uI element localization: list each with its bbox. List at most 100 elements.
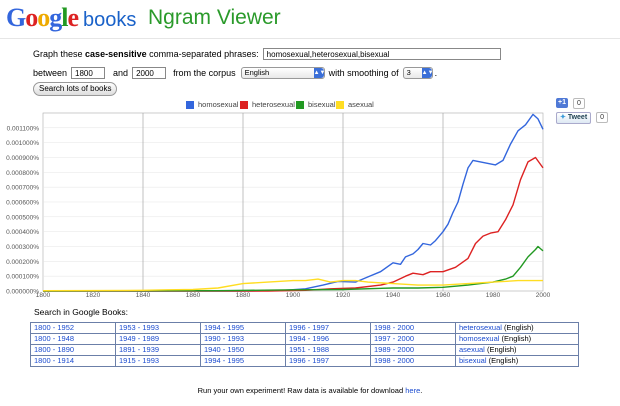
select-arrows-icon: ▲▼ [313, 68, 326, 78]
search-lots-of-books-button[interactable]: Search lots of books [33, 82, 118, 96]
y-tick-label: 0.000100% [6, 274, 39, 281]
tweet-button-label: Tweet [567, 114, 588, 121]
select-arrows-icon: ▲▼ [421, 68, 434, 78]
google-plus-count: 0 [572, 98, 585, 109]
phrases-label-bold: case-sensitive [85, 49, 147, 59]
year-range-link[interactable]: 1996 - 1997 [289, 323, 330, 332]
app-title: Ngram Viewer [148, 6, 281, 29]
phrases-row: Graph these case-sensitive comma-separat… [33, 48, 501, 60]
year-range-link[interactable]: 1997 - 2000 [374, 334, 415, 343]
phrases-input[interactable]: homosexual,heterosexual,bisexual [262, 48, 501, 60]
x-tick-label: 1920 [336, 292, 351, 299]
smoothing-select[interactable]: 3 ▲▼ [402, 67, 434, 79]
year-range-link[interactable]: 1994 - 1995 [204, 356, 245, 365]
term-language: (English) [484, 345, 517, 354]
year-range-link[interactable]: 1998 - 2000 [374, 356, 415, 365]
button-row: Search lots of books [33, 82, 118, 96]
corpus-label: from the corpus [173, 68, 236, 78]
corpus-select-value: English [244, 68, 270, 77]
y-tick-label: 0.000900% [6, 155, 39, 162]
year-range-link[interactable]: 1940 - 1950 [204, 345, 245, 354]
results-cell: 1997 - 2000 [370, 333, 456, 345]
search-in-books-label: Search in Google Books: [34, 307, 129, 317]
y-tick-label: 0.000200% [6, 259, 39, 266]
x-tick-label: 1840 [136, 292, 151, 299]
year-range-link[interactable]: 1915 - 1993 [119, 356, 160, 365]
results-cell: 1998 - 2000 [370, 355, 456, 367]
legend-item-bisexual: bisexual [296, 100, 336, 109]
year-range-link[interactable]: 1989 - 2000 [374, 345, 415, 354]
y-tick-label: 0.000500% [6, 214, 39, 221]
results-cell: 1989 - 2000 [370, 344, 456, 356]
term-link[interactable]: asexual [459, 345, 485, 354]
x-tick-label: 2000 [536, 292, 551, 299]
term-link[interactable]: heterosexual [459, 323, 502, 332]
legend-item-asexual: asexual [336, 100, 374, 109]
year-range-link[interactable]: 1990 - 1993 [204, 334, 245, 343]
y-tick-label: 0.000600% [6, 199, 39, 206]
corpus-select[interactable]: English ▲▼ [240, 67, 326, 79]
end-year-input[interactable]: 2000 [132, 67, 167, 79]
year-range-link[interactable]: 1949 - 1989 [119, 334, 160, 343]
x-tick-label: 1880 [236, 292, 251, 299]
results-cell: 1940 - 1950 [200, 344, 286, 356]
tweet-button[interactable]: ✦ Tweet [556, 112, 592, 124]
results-cell-term: homosexual (English) [455, 333, 579, 345]
footer-text: Run your own experiment! Raw data is ava… [197, 386, 406, 395]
results-cell-term: asexual (English) [455, 344, 579, 356]
series-line-homosexual [43, 113, 544, 292]
year-range-link[interactable]: 1998 - 2000 [374, 323, 415, 332]
google-plus-one-button[interactable]: +1 [556, 98, 568, 108]
start-year-input[interactable]: 1800 [71, 67, 106, 79]
google-wordmark: Google [6, 3, 79, 33]
header-divider [0, 38, 620, 39]
results-cell: 1996 - 1997 [285, 322, 371, 334]
results-cell: 1915 - 1993 [115, 355, 201, 367]
and-label: and [113, 68, 129, 78]
results-cell: 1990 - 1993 [200, 333, 286, 345]
term-language: (English) [501, 323, 534, 332]
year-range-link[interactable]: 1800 - 1914 [34, 356, 75, 365]
results-cell: 1994 - 1995 [200, 355, 286, 367]
legend-label: asexual [348, 100, 374, 109]
y-tick-label: 0.000700% [6, 185, 39, 192]
raw-data-download-link[interactable]: here [405, 386, 421, 395]
x-tick-label: 1860 [186, 292, 201, 299]
year-range-link[interactable]: 1953 - 1993 [119, 323, 160, 332]
twitter-bird-icon: ✦ [560, 114, 566, 121]
phrases-label-suffix: comma-separated phrases: [149, 49, 259, 59]
year-range-link[interactable]: 1891 - 1939 [119, 345, 160, 354]
year-range-link[interactable]: 1951 - 1988 [289, 345, 330, 354]
year-range-link[interactable]: 1996 - 1997 [289, 356, 330, 365]
year-range-link[interactable]: 1800 - 1948 [34, 334, 75, 343]
range-row: between 1800 and 2000 from the corpus En… [33, 67, 437, 79]
results-row: 1800 - 1890 1891 - 1939 1940 - 1950 1951 - … [30, 344, 579, 356]
smoothing-select-value: 3 [406, 68, 411, 77]
results-cell: 1800 - 1952 [30, 322, 116, 334]
legend-item-heterosexual: heterosexual [240, 100, 295, 109]
x-tick-label: 1820 [86, 292, 101, 299]
year-range-link[interactable]: 1800 - 1890 [34, 345, 75, 354]
term-link[interactable]: bisexual [459, 356, 487, 365]
y-tick-label: 0.000000% [6, 289, 39, 296]
x-tick-label: 1980 [486, 292, 501, 299]
google-plus-widget: +1 0 [556, 98, 585, 109]
logo-letter: o [37, 3, 50, 32]
results-cell: 1800 - 1890 [30, 344, 116, 356]
logo-letter: o [25, 3, 38, 32]
term-link[interactable]: homosexual [459, 334, 500, 343]
year-range-link[interactable]: 1994 - 1995 [204, 323, 245, 332]
year-range-link[interactable]: 1994 - 1996 [289, 334, 330, 343]
google-books-logo[interactable]: Google books [6, 3, 136, 33]
tweet-count: 0 [596, 112, 609, 123]
smoothing-label: with smoothing of [328, 68, 399, 78]
results-cell: 1996 - 1997 [285, 355, 371, 367]
results-cell: 1891 - 1939 [115, 344, 201, 356]
series-line-heterosexual [43, 156, 544, 292]
results-table: 1800 - 1952 1953 - 1993 1994 - 1995 1996 - … [30, 322, 579, 367]
legend-swatch [186, 100, 194, 109]
logo-letter: G [6, 3, 26, 32]
results-cell: 1953 - 1993 [115, 322, 201, 334]
year-range-link[interactable]: 1800 - 1952 [34, 323, 75, 332]
legend-label: homosexual [198, 100, 239, 109]
